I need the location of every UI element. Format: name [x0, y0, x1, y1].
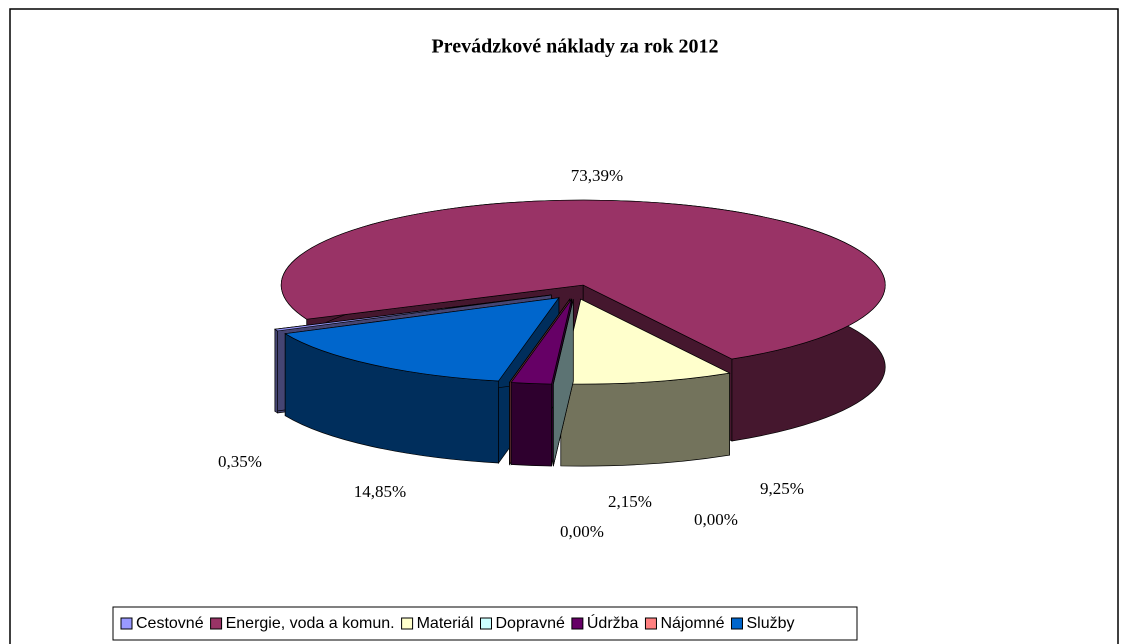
legend-swatch — [644, 617, 657, 630]
legend-swatch — [401, 617, 414, 630]
legend-items: Cestovné Energie, voda a komun. Materiál Do… — [120, 613, 795, 632]
value-labels: 0,35%73,39%9,25%0,00%2,15%0,00%14,85% — [218, 166, 804, 541]
legend-label: Nájomné — [660, 615, 724, 632]
value-label: 14,85% — [354, 482, 406, 501]
chart-title: Prevádzkové náklady za rok 2012 — [431, 36, 718, 58]
slice — [510, 299, 572, 385]
slice-group — [560, 298, 731, 467]
value-label: 0,00% — [694, 510, 738, 529]
value-label: 0,00% — [560, 522, 604, 541]
legend-swatch — [571, 617, 584, 630]
legend-label: Dopravné — [496, 615, 565, 632]
legend-swatch — [120, 617, 133, 630]
legend-label: Údržba — [587, 613, 639, 632]
value-label: 9,25% — [760, 479, 804, 498]
legend-label: Materiál — [417, 615, 474, 632]
pie — [273, 199, 886, 467]
legend-label: Cestovné — [136, 615, 204, 632]
value-label: 73,39% — [571, 166, 623, 185]
slice-wall — [560, 372, 730, 467]
slice-wall — [274, 328, 278, 414]
slice — [280, 199, 886, 360]
slice — [273, 294, 552, 332]
legend-label: Služby — [746, 615, 794, 632]
slice — [284, 297, 560, 382]
legend-label: Energie, voda a komun. — [226, 615, 395, 632]
slice-group — [552, 299, 574, 467]
legend-swatch — [730, 617, 743, 630]
value-label: 2,15% — [608, 492, 652, 511]
value-label: 0,35% — [218, 452, 262, 471]
legend-swatch — [480, 617, 492, 630]
slice-wall — [510, 382, 552, 467]
slice — [509, 298, 571, 383]
legend-swatch — [210, 617, 223, 630]
